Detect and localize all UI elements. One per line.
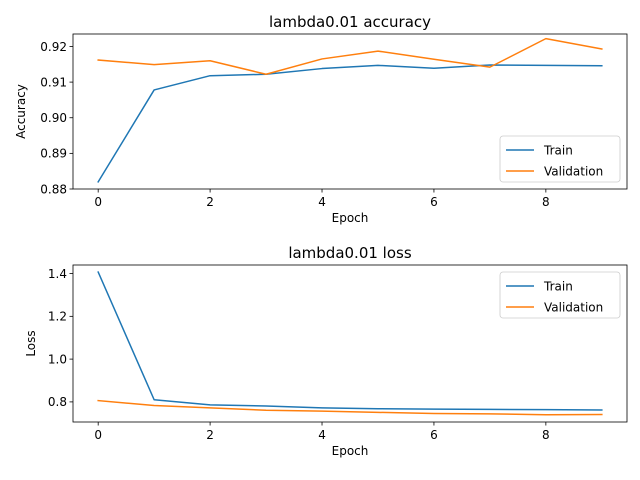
loss-legend: Train Validation (499, 271, 621, 319)
accuracy-axes-frame (72, 33, 628, 190)
accuracy-legend-label-validation: Validation (544, 164, 603, 178)
loss-legend-label-train: Train (543, 279, 573, 293)
accuracy-ytick-label: 0.92 (40, 40, 67, 54)
loss-xtick-label: 4 (318, 428, 326, 442)
accuracy-chart-title: lambda0.01 accuracy (269, 13, 431, 31)
loss-ytick-label: 1.2 (48, 310, 67, 324)
accuracy-legend-label-train: Train (543, 143, 573, 157)
loss-y-axis-label: Loss (24, 330, 38, 356)
loss-series-train-line (97, 271, 603, 411)
loss-series-validation-line (97, 399, 603, 416)
accuracy-xtick-label: 0 (94, 195, 102, 209)
loss-chart: 0 2 4 6 8 0.8 1.0 1.2 1.4 lambda0.01 loss Epoch Los… (24, 244, 628, 458)
accuracy-legend: Train Validation (499, 135, 621, 183)
accuracy-x-axis-label: Epoch (332, 211, 369, 225)
loss-xtick-label: 2 (206, 428, 214, 442)
loss-chart-title: lambda0.01 loss (288, 244, 412, 262)
loss-ytick-label: 1.0 (48, 352, 67, 366)
loss-legend-label-validation: Validation (544, 300, 603, 314)
accuracy-xtick-label: 6 (430, 195, 438, 209)
loss-ytick-label: 0.8 (48, 395, 67, 409)
loss-axes-frame (72, 264, 628, 423)
loss-ytick-label: 1.4 (48, 267, 67, 281)
accuracy-ytick-label: 0.91 (40, 75, 67, 89)
loss-xtick-label: 0 (94, 428, 102, 442)
loss-xtick-label: 8 (542, 428, 550, 442)
accuracy-series-train-line (97, 64, 603, 183)
accuracy-xtick-label: 2 (206, 195, 214, 209)
accuracy-series-validation-line (97, 37, 603, 76)
loss-xtick-label: 6 (430, 428, 438, 442)
accuracy-y-axis-label: Accuracy (14, 84, 28, 139)
loss-x-axis-label: Epoch (332, 444, 369, 458)
accuracy-ytick-label: 0.88 (40, 182, 67, 196)
accuracy-xtick-label: 4 (318, 195, 326, 209)
accuracy-ytick-label: 0.89 (40, 147, 67, 161)
accuracy-chart: 0 2 4 6 8 0.88 0.89 0.90 0.91 0.92 lambda0.01 accu… (14, 13, 628, 225)
accuracy-xtick-label: 8 (542, 195, 550, 209)
accuracy-ytick-label: 0.90 (40, 111, 67, 125)
